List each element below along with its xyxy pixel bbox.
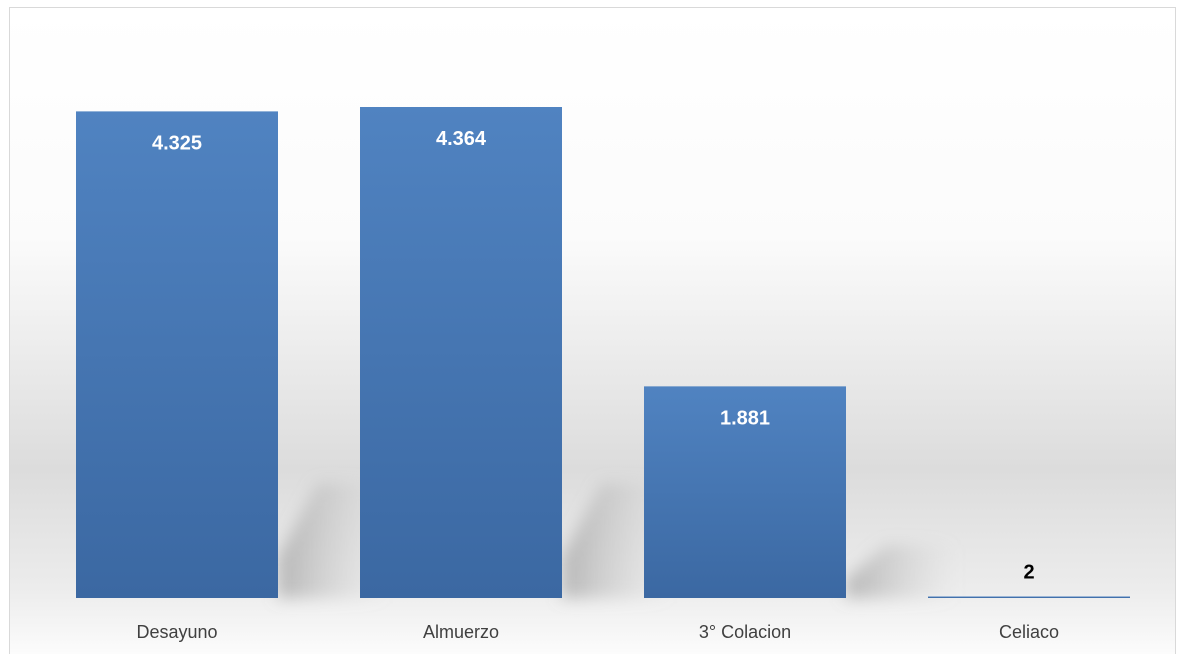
data-label-3-colacion: 1.881 <box>720 407 770 429</box>
data-label-almuerzo: 4.364 <box>436 128 487 150</box>
bar-almuerzo <box>360 107 562 598</box>
category-label-desayuno: Desayuno <box>136 622 217 642</box>
category-label-3-colacion: 3° Colacion <box>699 622 791 642</box>
data-label-celiaco: 2 <box>1023 562 1034 584</box>
data-label-desayuno: 4.325 <box>152 132 202 154</box>
category-label-almuerzo: Almuerzo <box>423 622 499 642</box>
bar-3-colacion <box>644 386 846 598</box>
bar-celiaco <box>928 596 1130 598</box>
bar-desayuno <box>76 111 278 599</box>
bar-shadow-3-colacion <box>846 545 956 598</box>
category-label-celiaco: Celiaco <box>999 622 1059 642</box>
